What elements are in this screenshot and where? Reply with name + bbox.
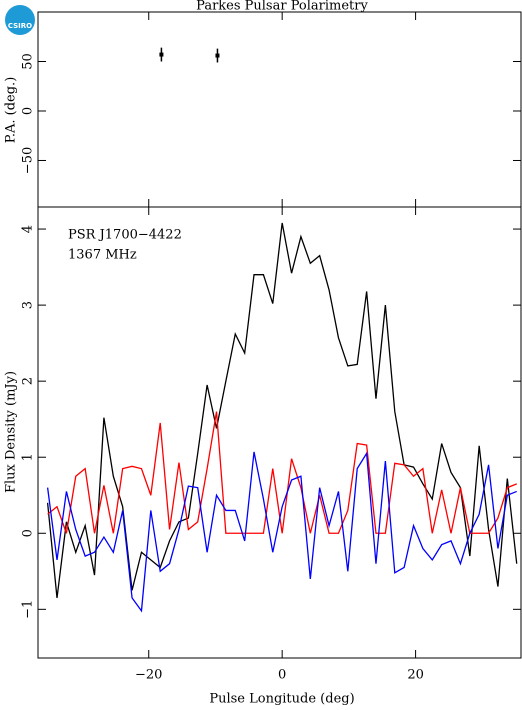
x-tick-label: 20	[407, 668, 424, 683]
x-axis-label: Pulse Longitude (deg)	[209, 692, 354, 707]
x-tick-label: −20	[135, 668, 162, 683]
y-tick-label: 3	[21, 301, 36, 309]
x-tick-label: 0	[278, 668, 286, 683]
series-line	[46, 451, 517, 613]
bottom-frame	[37, 206, 522, 659]
y-tick-label: 0	[21, 529, 36, 537]
logo-badge	[5, 5, 35, 35]
y-tick-label: 1	[21, 453, 36, 461]
logo: CSIRO	[5, 5, 35, 35]
y-tick-label: −1	[21, 600, 36, 619]
point	[215, 53, 220, 58]
y-tick-label: 4	[21, 225, 36, 233]
point	[159, 52, 164, 57]
logo-text: CSIRO	[8, 22, 32, 30]
y-axis-label: P.A. (deg.)	[4, 77, 19, 144]
annotation: 1367 MHz	[68, 248, 137, 263]
series-line	[46, 222, 518, 598]
y-tick-label: 2	[21, 377, 36, 385]
y-tick-label: 50	[21, 53, 36, 70]
annotation: PSR J1700−4422	[68, 228, 182, 243]
chart-title: Parkes Pulsar Polarimetry	[196, 0, 368, 14]
top-frame	[37, 11, 522, 208]
y-tick-label: −50	[21, 147, 36, 174]
y-axis-label: Flux Density (mJy)	[4, 371, 19, 493]
y-tick-label: 0	[21, 107, 36, 115]
series-line	[47, 411, 517, 534]
